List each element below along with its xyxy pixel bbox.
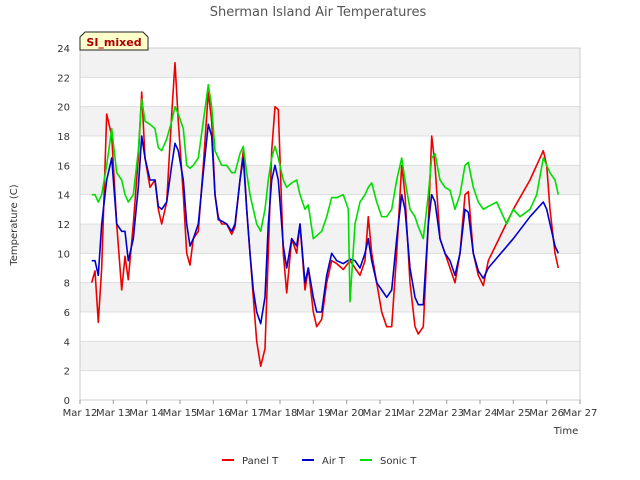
badge-box (79, 31, 149, 51)
y-tick-label: 24 (57, 44, 70, 55)
grid-bands (80, 48, 580, 371)
x-tick-label: Mar 15 (163, 408, 198, 419)
x-tick-label: Mar 17 (229, 408, 264, 419)
x-tick-label: Mar 20 (329, 408, 364, 419)
series-line-air-t (91, 123, 560, 325)
x-tick-label: Mar 12 (63, 408, 98, 419)
grid-band (80, 224, 580, 254)
chart-title: Sherman Island Air Temperatures (210, 5, 427, 20)
y-axis-label: Temperature (C) (9, 184, 20, 266)
y-tick-label: 8 (64, 279, 70, 290)
x-tick-label: Mar 26 (529, 408, 564, 419)
y-tick-label: 2 (64, 367, 70, 378)
y-tick-label: 16 (57, 161, 70, 172)
legend: Panel T Air T Sonic T (222, 456, 417, 467)
grid-band (80, 341, 580, 371)
series-line-sonic-t (91, 83, 560, 303)
y-tick-label: 18 (57, 132, 70, 143)
x-tick-label: Mar 19 (296, 408, 331, 419)
grid-band (80, 165, 580, 195)
x-tick-label: Mar 14 (129, 408, 164, 419)
x-tick-label: Mar 13 (96, 408, 131, 419)
legend-label: Air T (322, 456, 346, 467)
plot-frame (79, 47, 581, 401)
y-tick-label: 12 (57, 220, 70, 231)
x-tick-label: Mar 16 (196, 408, 231, 419)
series-lines (90, 61, 560, 368)
grid-band (80, 106, 580, 136)
x-tick-label: Mar 25 (496, 408, 531, 419)
y-tick-label: 20 (57, 103, 70, 114)
y-tick-label: 6 (64, 308, 70, 319)
y-tick-label: 10 (57, 249, 70, 260)
y-tick-label: 22 (57, 73, 70, 84)
x-tick-label: Mar 24 (463, 408, 498, 419)
x-axis-label: Time (553, 426, 578, 437)
site-badge: SI_mixed (79, 31, 149, 51)
x-tick-label: Mar 18 (263, 408, 298, 419)
x-tick-label: Mar 21 (363, 408, 398, 419)
y-tick-label: 14 (57, 191, 70, 202)
y-tick-label: 4 (64, 337, 70, 348)
x-tick-label: Mar 23 (429, 408, 464, 419)
grid-band (80, 48, 580, 78)
y-tick-label: 0 (64, 396, 70, 407)
legend-label: Sonic T (380, 456, 417, 467)
x-tick-label: Mar 22 (396, 408, 431, 419)
grid-band (80, 282, 580, 312)
legend-label: Panel T (242, 456, 279, 467)
badge-label: SI_mixed (86, 36, 141, 49)
x-tick-label: Mar 27 (563, 408, 598, 419)
